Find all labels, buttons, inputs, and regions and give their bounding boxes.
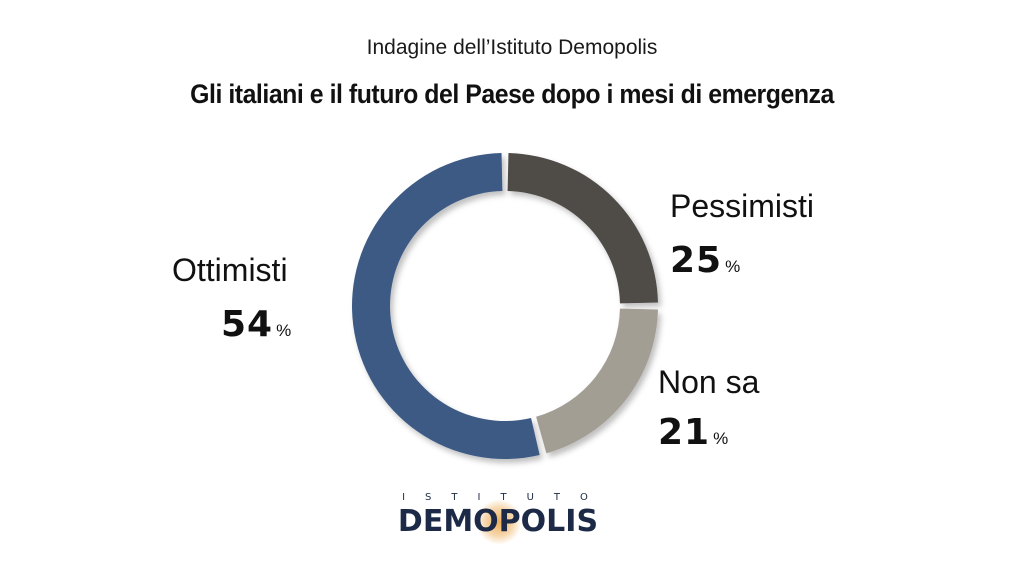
- slice-value-unit: %: [713, 429, 729, 448]
- logo-top-text: ISTITUTO: [402, 492, 608, 503]
- donut-slice-non-sa: [536, 308, 658, 454]
- chart-subtitle: Indagine dell’Istituto Demopolis: [366, 36, 658, 59]
- slice-value-non-sa: 21%: [658, 412, 728, 453]
- slice-value-ottimisti: 54%: [221, 304, 291, 345]
- demopolis-logo: ISTITUTO DEMOPOLIS: [372, 492, 624, 544]
- donut-slice-ottimisti: [351, 153, 540, 460]
- slice-label-non-sa: Non sa: [658, 364, 760, 400]
- slice-value-number: 25: [670, 240, 723, 281]
- logo-sun-glow: [476, 500, 522, 544]
- donut-slice-pessimisti: [507, 153, 658, 304]
- slice-value-unit: %: [725, 257, 741, 276]
- slice-value-number: 54: [221, 304, 274, 345]
- slice-value-number: 21: [658, 412, 711, 453]
- logo-main-text: DEMOPOLIS: [397, 504, 599, 539]
- slice-value-unit: %: [276, 321, 292, 340]
- slice-label-pessimisti: Pessimisti: [670, 188, 815, 224]
- slice-value-pessimisti: 25%: [670, 240, 740, 281]
- chart-title: Gli italiani e il futuro del Paese dopo …: [190, 79, 834, 109]
- slice-label-ottimisti: Ottimisti: [172, 252, 288, 288]
